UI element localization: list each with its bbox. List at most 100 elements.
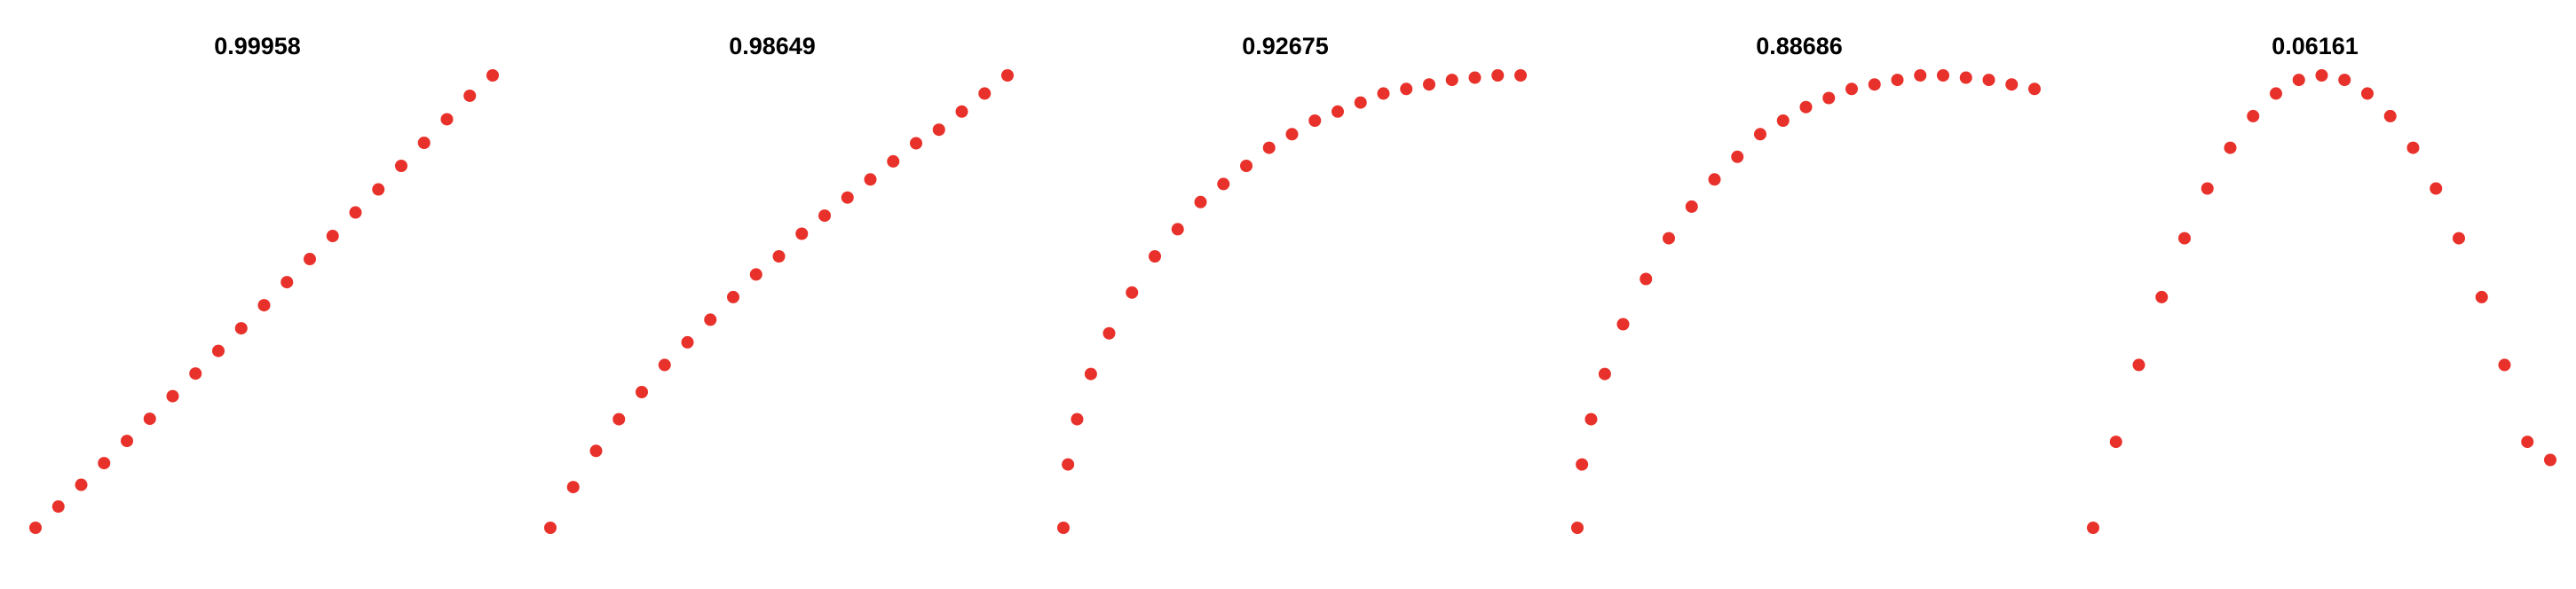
data-point: [1001, 69, 1014, 82]
panel-title-3: 0.92675: [1242, 33, 1329, 59]
data-point: [1776, 114, 1790, 127]
scatter-panel-2: 0.98649: [515, 0, 1030, 589]
data-point: [2361, 87, 2374, 100]
data-point: [749, 268, 763, 281]
data-point: [2109, 436, 2122, 449]
data-point: [1514, 69, 1527, 82]
data-point: [2178, 232, 2191, 245]
data-point: [978, 87, 992, 100]
data-point: [1754, 128, 1766, 141]
data-point: [1584, 412, 1598, 426]
data-point: [932, 123, 945, 137]
data-point: [795, 227, 809, 240]
data-point: [1071, 412, 1084, 426]
panel-title-4: 0.88686: [1756, 33, 1843, 59]
data-point: [1468, 71, 1482, 84]
data-point: [1423, 78, 1435, 91]
data-point: [1914, 69, 1927, 82]
data-point: [2406, 141, 2420, 154]
data-point: [29, 522, 42, 534]
data-point: [612, 412, 626, 426]
data-point: [1959, 71, 1972, 84]
data-point: [281, 276, 294, 289]
data-point: [864, 173, 877, 186]
data-point: [417, 136, 431, 149]
data-point: [326, 230, 339, 243]
data-point: [2544, 453, 2556, 467]
data-point: [1640, 272, 1653, 286]
data-point: [1982, 74, 1995, 87]
data-point: [2270, 87, 2282, 100]
data-point: [955, 105, 968, 118]
data-point: [1491, 69, 1505, 82]
data-point: [166, 389, 179, 403]
data-point: [1084, 367, 1097, 381]
data-point: [1217, 177, 1230, 191]
data-point: [2430, 182, 2443, 195]
data-point: [636, 386, 648, 398]
data-point: [121, 435, 133, 448]
data-point: [1240, 160, 1252, 172]
scatter-plot-5: [2087, 69, 2556, 534]
data-point: [1845, 82, 1858, 96]
scatter-panel-4: 0.88686: [1542, 0, 2057, 589]
data-point: [1331, 105, 1344, 118]
data-point: [1262, 141, 1276, 154]
data-point: [1891, 74, 1904, 87]
data-point: [98, 457, 111, 470]
data-point: [1171, 223, 1184, 236]
data-point: [372, 183, 385, 196]
data-point: [2383, 109, 2397, 122]
data-point: [1822, 91, 1836, 105]
data-point: [544, 522, 557, 534]
data-point: [818, 209, 831, 223]
data-point: [143, 412, 156, 426]
data-point: [681, 335, 694, 349]
scatter-plot-3: [1057, 69, 1527, 534]
data-point: [2005, 78, 2019, 91]
data-point: [1616, 318, 1630, 331]
data-point: [1731, 150, 1744, 163]
data-point: [2521, 436, 2534, 449]
data-point: [1062, 458, 1075, 471]
data-point: [704, 313, 717, 326]
data-point: [1708, 173, 1721, 186]
data-point: [1308, 114, 1322, 127]
data-point: [212, 344, 225, 357]
data-point: [1400, 82, 1413, 96]
data-point: [1571, 522, 1584, 534]
data-point: [486, 69, 499, 82]
data-point: [772, 250, 786, 263]
data-point: [2315, 69, 2328, 82]
scatter-plot-1: [29, 69, 499, 534]
data-point: [566, 481, 580, 494]
data-point: [1663, 232, 1675, 245]
data-point: [1285, 128, 1299, 141]
data-point: [589, 444, 603, 458]
data-point: [2247, 109, 2260, 122]
data-point: [2028, 82, 2041, 96]
data-point: [2224, 141, 2237, 154]
data-point: [463, 89, 477, 102]
panel-title-2: 0.98649: [729, 33, 816, 59]
scatter-panel-5: 0.06161: [2058, 0, 2572, 589]
data-point: [349, 206, 362, 219]
data-point: [727, 290, 739, 303]
data-point: [2155, 290, 2169, 303]
scatter-plot-4: [1571, 69, 2041, 534]
data-point: [1685, 200, 1698, 213]
data-point: [75, 478, 88, 491]
data-point: [51, 500, 65, 514]
data-point: [1868, 78, 1881, 91]
data-point: [1126, 286, 1139, 299]
data-point: [1799, 100, 1813, 114]
scatter-panel-3: 0.92675: [1028, 0, 1543, 589]
data-point: [1445, 74, 1458, 87]
data-point: [887, 154, 900, 168]
data-point: [1354, 96, 1367, 109]
data-point: [2292, 74, 2305, 87]
data-point: [1057, 522, 1070, 534]
scatter-panel-1: 0.99958: [0, 0, 515, 589]
data-point: [1598, 367, 1611, 381]
